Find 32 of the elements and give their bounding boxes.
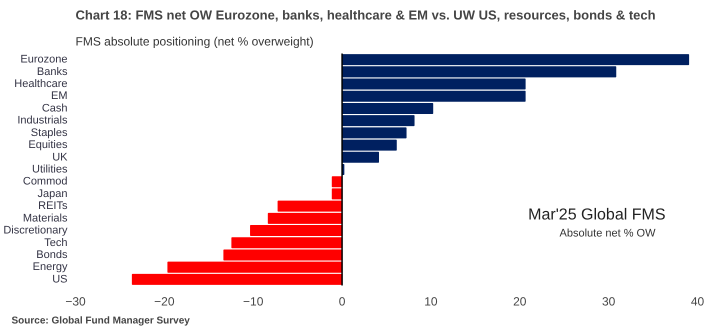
y-tick-label: REITs bbox=[38, 200, 68, 212]
x-tick-label: −10 bbox=[243, 294, 264, 308]
y-tick-label: Staples bbox=[30, 126, 68, 139]
x-tick-label: 30 bbox=[602, 294, 616, 308]
chart-subtitle: FMS absolute positioning (net % overweight) bbox=[76, 34, 314, 48]
y-tick-label: Healthcare bbox=[14, 78, 68, 90]
y-tick-label: Equities bbox=[28, 139, 68, 152]
y-tick-label: Japan bbox=[38, 188, 68, 200]
y-tick-label: Commod bbox=[22, 176, 68, 188]
y-tick-label: Energy bbox=[32, 261, 68, 274]
y-tick-label: Discretionary bbox=[3, 224, 68, 237]
x-tick-label: −20 bbox=[154, 294, 175, 308]
annotation: Mar'25 Global FMS bbox=[528, 206, 666, 224]
y-tick-label: Materials bbox=[22, 212, 68, 224]
source-note: Source: Global Fund Manager Survey bbox=[12, 316, 190, 326]
y-tick-label: Eurozone bbox=[20, 54, 68, 66]
y-tick-label: Bonds bbox=[36, 248, 68, 261]
y-tick-label: UK bbox=[52, 151, 68, 164]
y-tick-label: EM bbox=[51, 90, 68, 102]
x-tick-label: 20 bbox=[513, 294, 527, 308]
y-tick-label: Utilities bbox=[32, 164, 68, 176]
x-tick-label: −30 bbox=[65, 294, 86, 308]
y-tick-label: Banks bbox=[36, 66, 68, 78]
x-tick-label: 10 bbox=[424, 294, 438, 308]
annotation: Absolute net % OW bbox=[560, 228, 656, 240]
y-tick-label: Tech bbox=[44, 236, 68, 249]
y-tick-label: US bbox=[52, 273, 68, 286]
x-tick-label: 40 bbox=[690, 294, 704, 308]
y-tick-label: Industrials bbox=[17, 114, 68, 127]
y-tick-label: Cash bbox=[42, 102, 68, 114]
x-tick-label: 0 bbox=[338, 294, 346, 308]
chart-title: Chart 18: FMS net OW Eurozone, banks, healthcare & EM vs. UW US, resources, bonds & tech bbox=[76, 8, 656, 22]
